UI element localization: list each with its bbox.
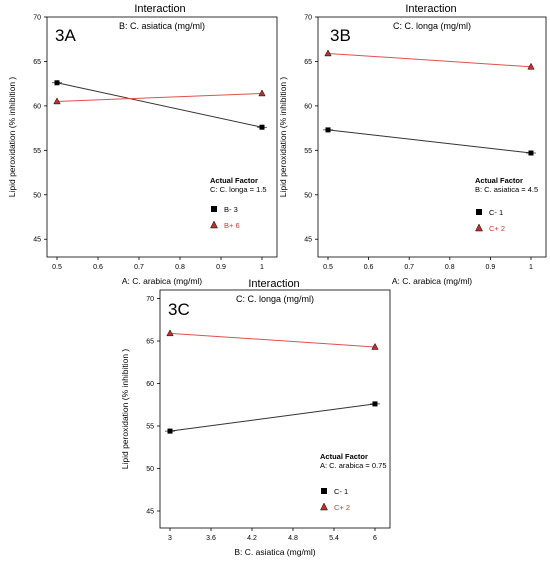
actual-factor-value: B: C. asiatica = 4.5 <box>475 185 538 194</box>
y-axis-label: Lipid peroxidation (% inhibition ) <box>120 349 130 470</box>
plot-frame <box>46 16 278 258</box>
series-line-1 <box>56 92 263 102</box>
series-line-0 <box>327 129 532 154</box>
x-tick-label: 0.6 <box>93 264 103 271</box>
data-point-triangle <box>166 329 174 337</box>
y-axis-label: Lipid peroxidation (% inhibition ) <box>278 77 288 198</box>
factor-label: C: C. longa (mg/ml) <box>393 21 471 31</box>
y-tick-label: 50 <box>146 466 154 473</box>
y-tick-label: 70 <box>33 15 41 22</box>
plot-frame <box>317 16 547 258</box>
legend-marker-square <box>211 206 217 212</box>
y-tick-label: 50 <box>304 192 312 199</box>
y-tick-label: 70 <box>304 15 312 22</box>
legend-marker-triangle <box>320 502 328 511</box>
panel-label: 3C <box>168 300 190 319</box>
x-tick-label: 0.9 <box>486 264 496 271</box>
actual-factor-title: Actual Factor <box>320 452 368 461</box>
x-tick-label: 0.7 <box>404 264 414 271</box>
plot-frame <box>159 289 391 529</box>
x-tick-label: 0.5 <box>323 264 333 271</box>
data-point-triangle <box>324 49 332 57</box>
x-tick-label: 0.5 <box>52 264 62 271</box>
data-point-triangle <box>527 62 535 70</box>
actual-factor-title: Actual Factor <box>210 176 258 185</box>
x-tick-label: 4.8 <box>288 535 298 542</box>
y-tick-label: 65 <box>304 59 312 66</box>
data-point-triangle <box>53 97 61 105</box>
chart-title: Interaction <box>134 3 185 15</box>
y-tick-label: 45 <box>304 237 312 244</box>
actual-factor-value: A: C. arabica = 0.75 <box>320 461 387 470</box>
chart-title: Interaction <box>248 278 299 290</box>
y-tick-label: 55 <box>146 424 154 431</box>
legend-marker-triangle <box>475 223 483 232</box>
legend-marker-square <box>321 488 327 494</box>
chart-panel-3c: Interaction C: C. longa (mg/ml) 3C 45 50 55 60… <box>120 278 391 557</box>
series-line-1 <box>169 332 376 348</box>
y-tick-label: 65 <box>33 59 41 66</box>
y-tick-label: 60 <box>146 381 154 388</box>
y-tick-label: 45 <box>33 237 41 244</box>
x-tick-label: 0.7 <box>134 264 144 271</box>
x-tick-label: 0.8 <box>175 264 185 271</box>
y-tick-label: 60 <box>304 103 312 110</box>
legend-marker-square <box>476 209 482 215</box>
x-tick-label: 0.6 <box>364 264 374 271</box>
panel-label: 3A <box>55 26 76 45</box>
data-point-triangle <box>258 89 266 97</box>
x-tick-label: 1 <box>260 264 264 271</box>
y-tick-label: 45 <box>146 509 154 516</box>
series-line-1 <box>327 52 532 68</box>
data-point-triangle <box>371 342 379 350</box>
x-tick-label: 0.9 <box>216 264 226 271</box>
legend-label: C+ 2 <box>489 224 505 233</box>
x-tick-label: 6 <box>373 535 377 542</box>
chart-panel-3a: Interaction B: C. asiatica (mg/ml) 3A 45 50 5… <box>7 3 278 286</box>
chart-panel-3b: Interaction C: C. longa (mg/ml) 3B 45 50 55 60… <box>278 3 547 286</box>
y-tick-label: 70 <box>146 296 154 303</box>
x-tick-label: 4.2 <box>247 535 257 542</box>
legend-marker-triangle <box>210 220 218 229</box>
x-tick-label: 0.8 <box>445 264 455 271</box>
x-tick-label: 3.6 <box>206 535 216 542</box>
x-tick-label: 3 <box>168 535 172 542</box>
y-tick-label: 55 <box>33 148 41 155</box>
legend-label: B- 3 <box>224 205 238 214</box>
factor-label: B: C. asiatica (mg/ml) <box>119 21 205 31</box>
x-axis-label: B: C. asiatica (mg/ml) <box>234 547 315 557</box>
x-tick-label: 5.4 <box>329 535 339 542</box>
y-tick-label: 50 <box>33 192 41 199</box>
series-line-0 <box>169 403 376 432</box>
legend-label: C- 1 <box>489 208 503 217</box>
factor-label: C: C. longa (mg/ml) <box>236 294 314 304</box>
legend-label: C+ 2 <box>334 503 350 512</box>
y-axis-label: Lipid peroxidation (% inhibition ) <box>7 77 17 198</box>
x-tick-label: 1 <box>529 264 533 271</box>
y-tick-label: 60 <box>33 103 41 110</box>
panel-label: 3B <box>330 26 351 45</box>
series-line-0 <box>56 82 263 128</box>
y-tick-label: 55 <box>304 148 312 155</box>
actual-factor-value: C: C. longa = 1.5 <box>210 185 267 194</box>
x-axis-label: A: C. arabica (mg/ml) <box>122 276 202 286</box>
actual-factor-title: Actual Factor <box>475 176 523 185</box>
legend-label: B+ 6 <box>224 221 240 230</box>
legend-label: C- 1 <box>334 487 348 496</box>
x-axis-label: A: C. arabica (mg/ml) <box>392 276 472 286</box>
chart-title: Interaction <box>405 3 456 15</box>
y-tick-label: 65 <box>146 339 154 346</box>
